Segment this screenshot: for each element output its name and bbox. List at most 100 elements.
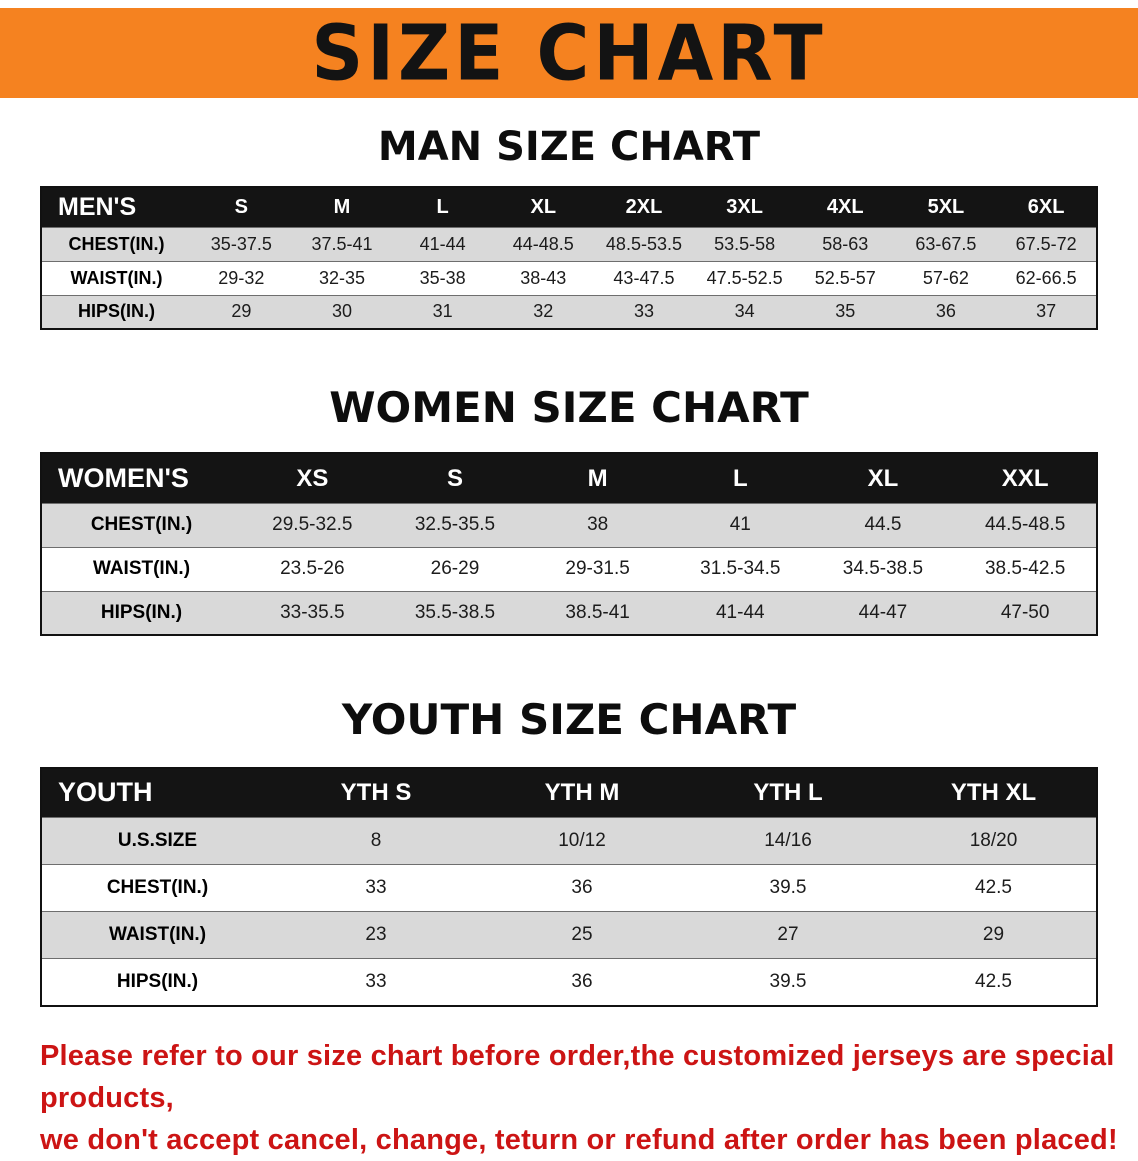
value-cell: 23 [365, 924, 387, 946]
women-section-heading: WOMEN SIZE CHART [329, 383, 809, 432]
table-row: WAIST(IN.) 23 25 27 29 [41, 911, 1097, 959]
disclaimer-line-2: we don't accept cancel, change, teturn o… [40, 1123, 1118, 1156]
value-cell: 38.5-42.5 [984, 558, 1066, 580]
value-cell: 36 [935, 301, 956, 322]
value-cell: 29 [982, 924, 1005, 946]
value-cell: 39.5 [769, 877, 807, 899]
size-chart-sections: MAN SIZE CHART MEN'S S M L XL 2XL 3XL 4XL 5XL 6XL C… [0, 124, 1138, 1007]
youth-section-heading: YOUTH SIZE CHART [341, 695, 797, 745]
value-cell: 47-50 [1000, 602, 1050, 624]
value-cell: 43-47.5 [613, 267, 675, 288]
men-size-header-cell: 2XL [593, 187, 695, 227]
value-cell: 33 [365, 877, 387, 899]
value-cell: 36 [571, 877, 593, 899]
value-cell: 32-35 [318, 267, 365, 288]
men-size-header-cell: M [291, 187, 393, 227]
women-header-row: WOMEN'S XS S M L XL XXL [41, 453, 1097, 504]
measure-label-cell: WAIST(IN.) [108, 924, 207, 946]
value-cell: 52.5-57 [814, 267, 876, 288]
value-cell: 38 [587, 514, 609, 536]
men-size-header-cell: 3XL [694, 187, 795, 227]
value-cell: 18/20 [969, 830, 1018, 852]
youth-size-header-cell: YTH S [273, 767, 479, 818]
table-row: CHEST(IN.) 35-37.5 37.5-41 41-44 44-48.5 48.5… [41, 227, 1097, 261]
value-cell: 44-48.5 [512, 233, 574, 254]
table-row: WAIST(IN.) 23.5-26 26-29 29-31.5 31.5-34.5 34… [41, 547, 1097, 592]
value-cell: 35 [835, 301, 856, 322]
measure-label-cell: CHEST(IN.) [68, 233, 165, 254]
measure-label-cell: WAIST(IN.) [92, 558, 191, 580]
women-size-header-cell: L [668, 453, 812, 504]
value-cell: 30 [331, 301, 352, 322]
value-cell: 53.5-58 [714, 233, 776, 254]
women-size-chart-section: WOMEN SIZE CHART WOMEN'S XS S M L XL XXL CHEST(I… [0, 383, 1138, 637]
value-cell: 62-66.5 [1015, 267, 1077, 288]
measure-label-cell: CHEST(IN.) [106, 877, 209, 899]
value-cell: 47.5-52.5 [706, 267, 783, 288]
value-cell: 35-37.5 [210, 233, 272, 254]
value-cell: 34 [734, 301, 755, 322]
youth-size-chart-section: YOUTH SIZE CHART YOUTH YTH S YTH M YTH L YTH … [0, 695, 1138, 1007]
measure-label-cell: WAIST(IN.) [70, 267, 163, 288]
value-cell: 41-44 [419, 233, 466, 254]
women-table-title-cell: WOMEN'S [41, 453, 241, 504]
value-cell: 34.5-38.5 [842, 558, 924, 580]
value-cell: 31 [432, 301, 453, 322]
value-cell: 41 [729, 514, 751, 536]
men-size-header-cell: 6XL [996, 187, 1097, 227]
value-cell: 14/16 [764, 830, 812, 852]
value-cell: 38-43 [520, 267, 567, 288]
value-cell: 63-67.5 [915, 233, 977, 254]
value-cell: 33 [365, 970, 387, 992]
value-cell: 35.5-38.5 [414, 602, 496, 624]
measure-label-cell: U.S.SIZE [117, 830, 198, 852]
men-size-table: MEN'S S M L XL 2XL 3XL 4XL 5XL 6XL CHEST(IN.) 35-37… [40, 186, 1098, 330]
value-cell: 57-62 [922, 267, 969, 288]
table-row: HIPS(IN.) 33-35.5 35.5-38.5 38.5-41 41-44 44-… [41, 591, 1097, 636]
value-cell: 10/12 [558, 830, 606, 852]
women-size-header-cell: XXL [954, 453, 1097, 504]
table-row: HIPS(IN.) 29 30 31 32 33 34 35 36 37 [41, 295, 1097, 329]
measure-label-cell: HIPS(IN.) [116, 970, 199, 992]
women-size-header-cell: XL [811, 453, 955, 504]
banner: SIZE CHART [0, 8, 1138, 98]
value-cell: 32 [533, 301, 554, 322]
youth-size-header-cell: YTH XL [891, 767, 1097, 818]
table-row: CHEST(IN.) 29.5-32.5 32.5-35.5 38 41 44.5 44.5… [41, 503, 1097, 548]
youth-size-table: YOUTH YTH S YTH M YTH L YTH XL U.S.SIZE 8 10/12… [40, 766, 1098, 1007]
women-size-header-cell: S [383, 453, 527, 504]
disclaimer: Please refer to our size chart before or… [40, 1035, 1118, 1161]
youth-size-header-cell: YTH M [479, 767, 685, 818]
men-size-header-cell: 5XL [895, 187, 997, 227]
men-size-header-cell: L [392, 187, 493, 227]
value-cell: 37.5-41 [311, 233, 373, 254]
table-row: WAIST(IN.) 29-32 32-35 35-38 38-43 43-47.5 47.… [41, 261, 1097, 295]
value-cell: 36 [571, 970, 593, 992]
women-size-table: WOMEN'S XS S M L XL XXL CHEST(IN.) 29.5-32.5 32.5… [40, 452, 1098, 637]
value-cell: 33 [633, 301, 654, 322]
value-cell: 38.5-41 [565, 602, 630, 624]
measure-label-cell: HIPS(IN.) [77, 301, 155, 322]
value-cell: 23.5-26 [280, 558, 345, 580]
value-cell: 44.5 [864, 514, 902, 536]
value-cell: 29.5-32.5 [272, 514, 353, 536]
table-row: U.S.SIZE 8 10/12 14/16 18/20 [41, 817, 1097, 865]
table-row: HIPS(IN.) 33 36 39.5 42.5 [41, 958, 1097, 1006]
value-cell: 41-44 [715, 602, 765, 624]
value-cell: 67.5-72 [1015, 233, 1077, 254]
women-size-header-cell: M [526, 453, 669, 504]
value-cell: 29 [231, 301, 252, 322]
men-size-header-cell: 4XL [794, 187, 896, 227]
value-cell: 44.5-48.5 [984, 514, 1066, 536]
value-cell: 25 [571, 924, 593, 946]
men-size-chart-section: MAN SIZE CHART MEN'S S M L XL 2XL 3XL 4XL 5XL 6XL C… [0, 124, 1138, 330]
value-cell: 29-31.5 [565, 558, 630, 580]
measure-label-cell: CHEST(IN.) [90, 514, 193, 536]
table-row: CHEST(IN.) 33 36 39.5 42.5 [41, 864, 1097, 912]
value-cell: 37 [1036, 301, 1057, 322]
page-title: SIZE CHART [311, 8, 827, 98]
value-cell: 29-32 [218, 267, 265, 288]
youth-table-title-cell: YOUTH [41, 767, 273, 818]
disclaimer-line-1: Please refer to our size chart before or… [40, 1039, 1115, 1114]
